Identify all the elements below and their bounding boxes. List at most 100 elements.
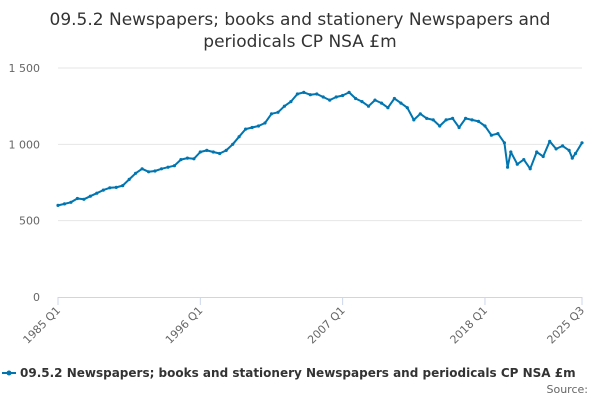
data-point[interactable] [496,132,500,136]
data-point[interactable] [172,164,176,168]
data-point[interactable] [580,141,584,145]
data-point[interactable] [506,165,510,169]
data-point[interactable] [354,96,358,101]
data-point[interactable] [528,167,532,171]
data-point[interactable] [328,98,332,102]
data-point[interactable] [470,118,474,122]
data-point[interactable] [88,194,92,198]
data-point[interactable] [101,188,105,192]
data-point[interactable] [56,203,60,207]
x-tick-label: 2007 Q1 [305,304,348,347]
data-point[interactable] [269,112,274,116]
data-point[interactable] [62,202,67,206]
data-point[interactable] [179,158,183,162]
data-point[interactable] [308,93,312,97]
x-tick-label: 1985 Q1 [21,304,64,347]
data-point[interactable] [256,124,261,128]
y-axis-ticks: 0 500 1 000 1 500 [9,62,41,304]
data-point[interactable] [386,106,390,110]
data-point[interactable] [192,157,196,161]
data-point[interactable] [82,197,86,201]
data-point[interactable] [561,144,565,148]
data-point[interactable] [360,100,364,104]
data-point[interactable] [412,118,416,122]
data-point[interactable] [405,106,409,110]
data-point[interactable] [282,104,286,108]
data-point[interactable] [211,150,215,154]
data-point[interactable] [373,98,377,102]
data-point[interactable] [567,148,571,152]
data-point[interactable] [392,96,396,101]
data-point[interactable] [464,116,468,120]
data-point[interactable] [509,150,513,154]
x-tick-label: 1996 Q1 [163,304,206,347]
data-point[interactable] [121,184,125,188]
data-point[interactable] [231,142,235,146]
data-point[interactable] [289,100,293,104]
data-point[interactable] [444,118,448,122]
data-point[interactable] [108,186,112,190]
data-point[interactable] [69,200,73,204]
data-point[interactable] [321,95,325,99]
data-point[interactable] [185,156,189,160]
y-tick-label: 1 500 [9,62,41,75]
data-point[interactable] [295,92,299,96]
data-point[interactable] [451,116,455,120]
legend-marker-swatch [6,370,12,376]
data-point[interactable] [302,90,306,94]
data-point[interactable] [548,139,552,143]
data-point[interactable] [276,110,280,114]
data-point[interactable] [522,158,526,162]
data-point[interactable] [334,95,338,99]
data-point[interactable] [127,177,131,181]
data-point[interactable] [114,185,118,189]
data-point[interactable] [425,116,429,120]
data-point[interactable] [573,151,578,156]
data-point[interactable] [438,124,442,128]
x-tick-label: 2018 Q1 [448,304,491,347]
data-point[interactable] [205,148,209,152]
data-point[interactable] [489,133,493,137]
data-point[interactable] [263,121,267,125]
data-point[interactable] [570,156,574,160]
data-point[interactable] [341,93,345,98]
y-tick-label: 0 [33,291,40,304]
data-point[interactable] [476,119,481,123]
x-axis: 1985 Q1 1996 Q1 2007 Q1 2018 Q1 2025 Q3 [21,297,588,347]
data-point[interactable] [140,167,144,171]
data-point[interactable] [431,118,435,122]
y-tick-label: 1 000 [9,138,41,151]
data-point[interactable] [366,104,371,108]
data-point[interactable] [224,148,228,152]
data-point[interactable] [147,170,151,174]
data-point[interactable] [418,112,422,116]
data-point[interactable] [153,169,157,173]
data-point[interactable] [457,125,461,130]
x-tick-label: 2025 Q3 [545,304,588,347]
data-point[interactable] [198,150,202,154]
data-point[interactable] [535,150,539,154]
series-line[interactable] [57,91,583,207]
series-group[interactable] [56,90,584,207]
data-point[interactable] [399,101,403,105]
data-point[interactable] [250,125,254,130]
data-point[interactable] [554,147,558,151]
data-point[interactable] [237,135,241,139]
data-point[interactable] [166,165,170,169]
data-point[interactable] [315,92,319,96]
chart-title-line-1: 09.5.2 Newspapers; books and stationery … [50,10,551,30]
data-point[interactable] [159,167,164,171]
data-point[interactable] [483,124,487,128]
data-point[interactable] [502,141,506,145]
data-point[interactable] [515,162,519,166]
data-point[interactable] [75,196,79,201]
data-point[interactable] [244,127,248,131]
data-point[interactable] [379,101,384,105]
data-point[interactable] [134,171,138,175]
legend[interactable]: 09.5.2 Newspapers; books and stationery … [2,366,576,380]
data-point[interactable] [218,151,222,156]
data-point[interactable] [95,191,99,195]
data-point[interactable] [541,154,545,159]
data-point[interactable] [347,90,351,94]
